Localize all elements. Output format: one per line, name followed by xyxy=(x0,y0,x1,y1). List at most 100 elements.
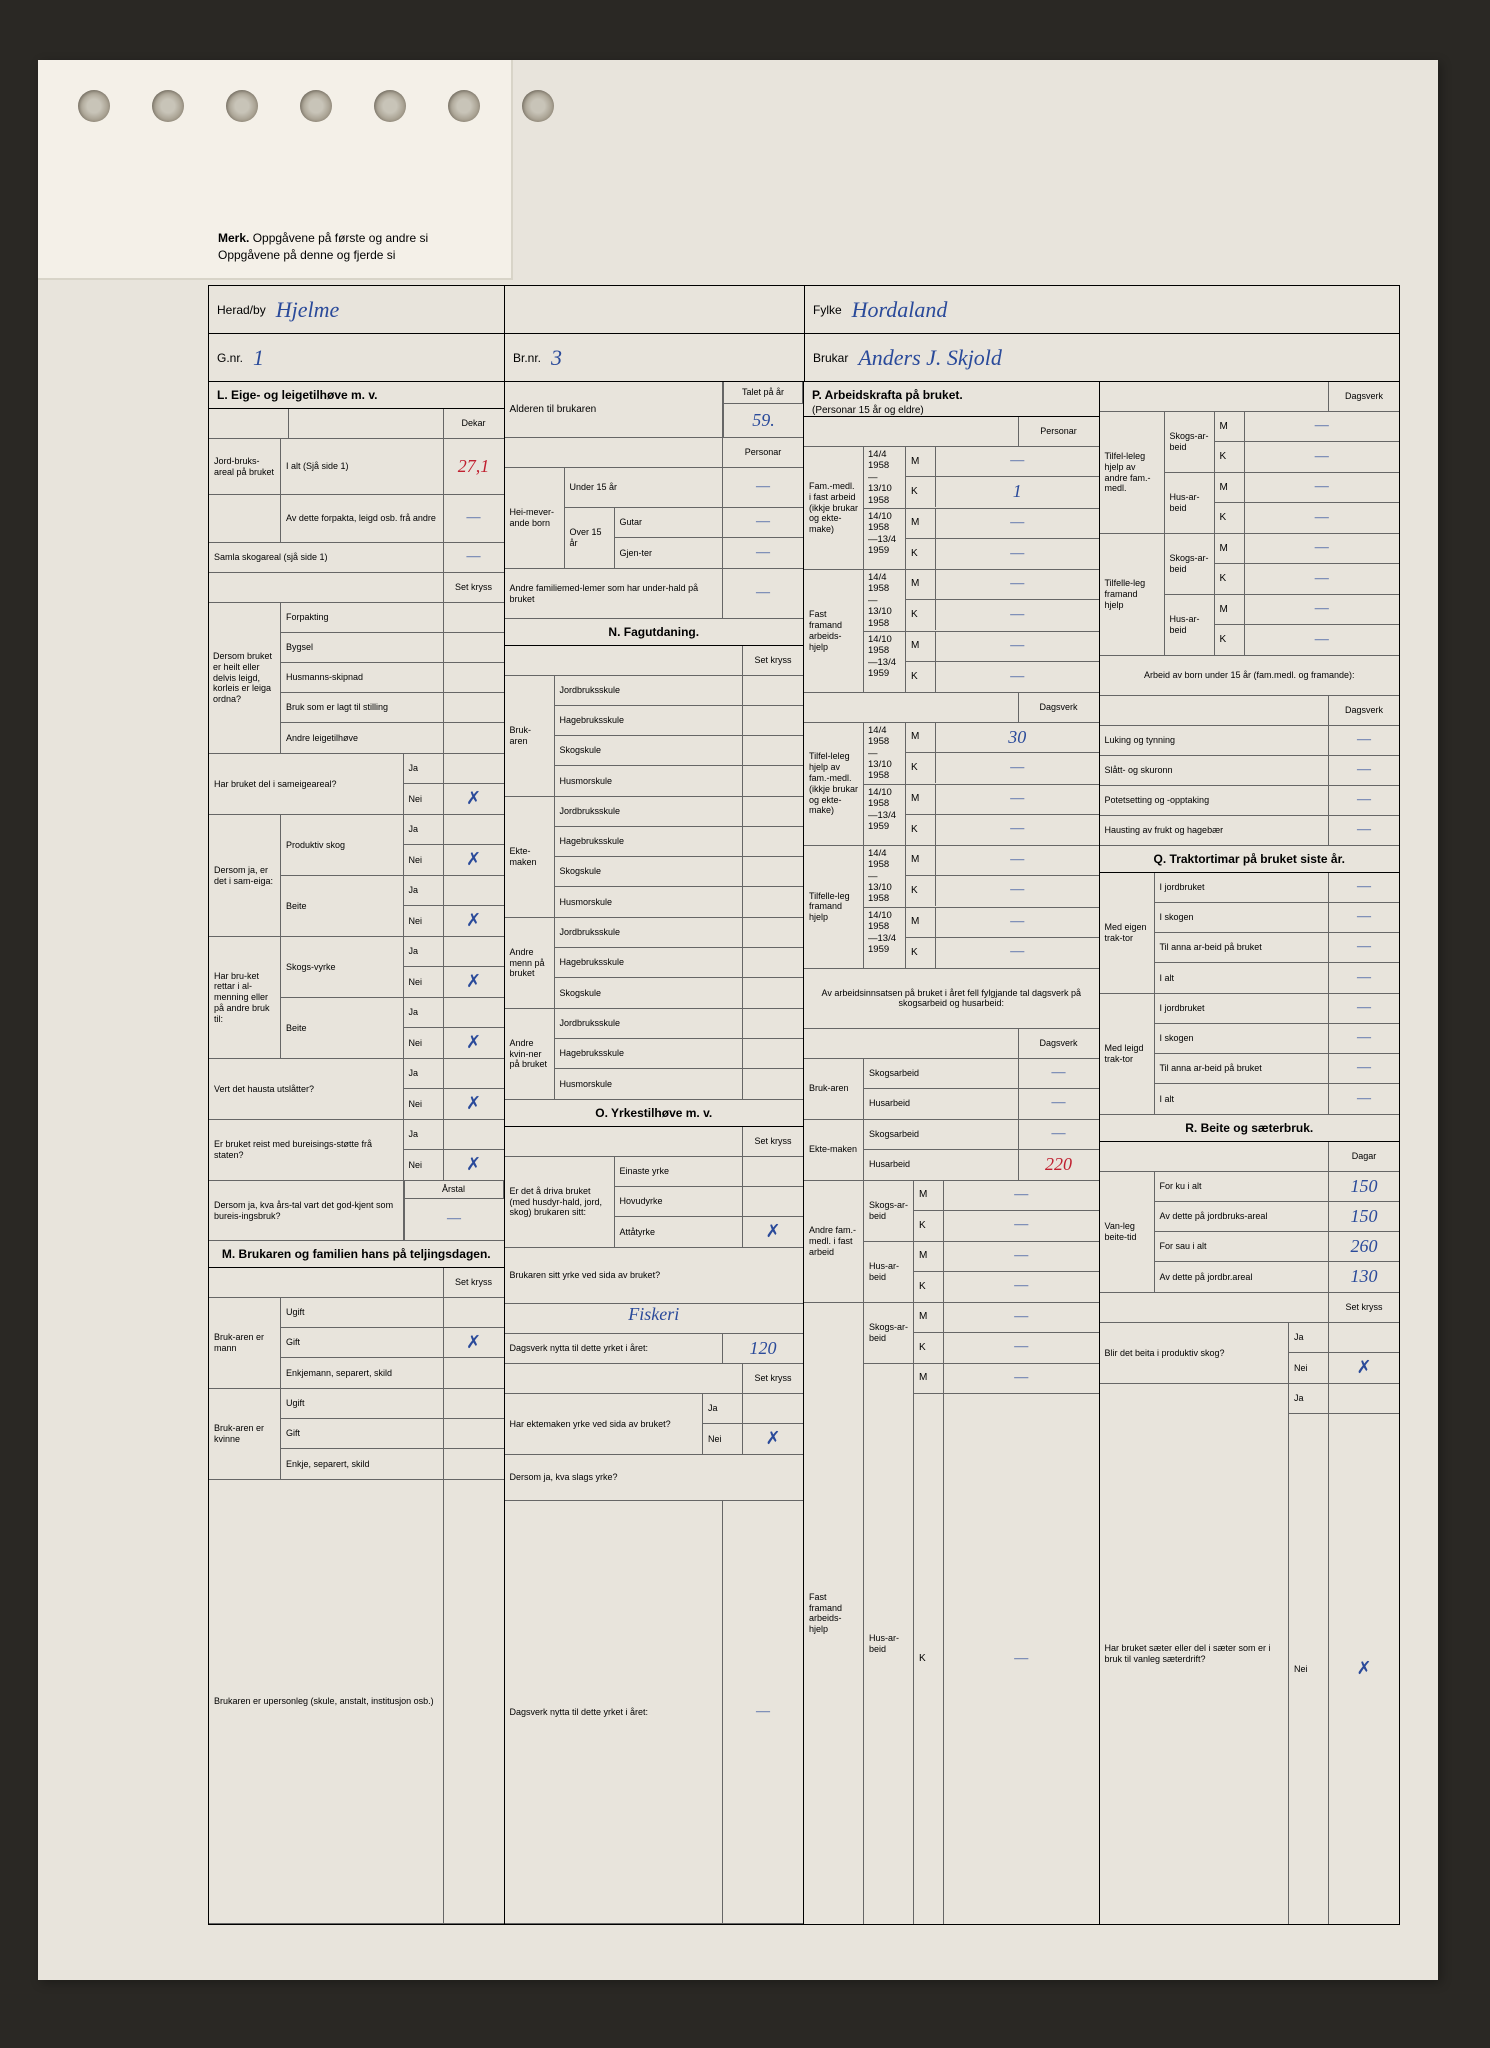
personar-label: Personar xyxy=(723,438,803,467)
potet-val xyxy=(1329,786,1399,815)
hausting-val xyxy=(1329,816,1399,845)
jord-ku-val: 150 xyxy=(1351,1206,1378,1228)
slatt-val xyxy=(1329,756,1399,785)
under15-val xyxy=(723,468,803,507)
dersom-label: Dersom bruket er heilt eller delvis leig… xyxy=(209,603,281,753)
enkje-k-val xyxy=(444,1449,504,1479)
fam-1958a-m xyxy=(936,447,1099,476)
ff-hus-k xyxy=(944,1394,1099,1924)
ku-val: 150 xyxy=(1351,1176,1378,1198)
ek-skog xyxy=(1019,1120,1099,1149)
gnr-value: 1 xyxy=(243,345,264,371)
arstal-label: Årstal xyxy=(405,1181,504,1199)
ta-skog-k xyxy=(1245,442,1400,472)
binder-hole xyxy=(448,90,480,122)
fr-1958b-m xyxy=(936,632,1099,661)
bureising-nei xyxy=(444,1150,504,1180)
fr-1958a-k xyxy=(936,600,1099,630)
beita-q: Blir det beita i produktiv skog? xyxy=(1100,1323,1290,1383)
gift-m-val xyxy=(444,1328,504,1357)
P-brukaren: Bruk-aren xyxy=(804,1059,864,1119)
hovud-label: Hovudyrke xyxy=(615,1187,744,1216)
beita-nei xyxy=(1329,1353,1399,1383)
gift-k-val xyxy=(444,1419,504,1448)
hausta-q: Vert det hausta utslåtter? xyxy=(209,1059,404,1119)
N-ektemaken: Ekte-maken xyxy=(505,797,555,917)
N-br-s2 xyxy=(743,706,803,735)
husmanns-value xyxy=(444,663,504,692)
arbeid-born-label: Arbeid av born under 15 år (fam.medl. og… xyxy=(1100,656,1400,695)
N-am-s1 xyxy=(743,918,803,947)
ta-hus-m xyxy=(1245,473,1400,502)
ei-skog xyxy=(1329,903,1399,932)
N-ek-s4 xyxy=(743,887,803,917)
slatt-label: Slått- og skuronn xyxy=(1100,756,1330,785)
andre-fam-val xyxy=(723,569,803,618)
alderen-val: 59. xyxy=(752,410,775,432)
P-ektemaken: Ekte-maken xyxy=(804,1120,864,1180)
jord-sau-label: Av dette på jordbr.areal xyxy=(1155,1262,1330,1292)
heime-label: Hei-mever-ande born xyxy=(505,468,565,568)
enkje-k: Enkje, separert, skild xyxy=(281,1449,444,1479)
tf2-hus-m xyxy=(1245,595,1400,624)
forpakting-label: Forpakting xyxy=(281,603,444,632)
bruk-mann-label: Bruk-aren er mann xyxy=(209,1298,281,1388)
N-am-s3 xyxy=(743,978,803,1008)
saeter-ja xyxy=(1329,1384,1399,1413)
med-leigd-label: Med leigd trak-tor xyxy=(1100,994,1155,1114)
saeter-q: Har bruket sæter eller del i sæter som e… xyxy=(1100,1384,1290,1924)
bygsel-label: Bygsel xyxy=(281,633,444,662)
med-eigen-label: Med eigen trak-tor xyxy=(1100,873,1155,993)
tilfel-fam-label: Tilfel-leleg hjelp av fam.-medl. (ikkje … xyxy=(804,723,864,845)
tfr-1958a-m xyxy=(936,846,1099,875)
tilfel-1958b-m xyxy=(936,785,1099,814)
andre-fam-label: Andre familiemed-lemer som har under-hal… xyxy=(505,569,724,618)
af-skog-k xyxy=(944,1211,1099,1241)
dagsverk-q: Dagsverk nytta til dette yrket i året: xyxy=(505,1334,724,1363)
jord-ku-label: Av dette på jordbruks-areal xyxy=(1155,1202,1330,1231)
brukar-label: Brukar xyxy=(813,351,848,365)
af-hus-k xyxy=(944,1272,1099,1302)
tfr-1958a-k xyxy=(936,876,1099,906)
hovud-val xyxy=(743,1187,803,1216)
ff-skog-k xyxy=(944,1333,1099,1363)
le-jord xyxy=(1329,994,1399,1023)
N-ek-s2 xyxy=(743,827,803,856)
N-ak-s2 xyxy=(743,1039,803,1068)
dagsverk2-q: Dagsverk nytta til dette yrket i året: xyxy=(505,1501,724,1923)
af-skog-m xyxy=(944,1181,1099,1210)
upersonleg: Brukaren er upersonleg (skule, anstalt, … xyxy=(209,1480,444,1923)
tilfel-1958a-m: 30 xyxy=(1008,727,1026,749)
retter-beite-nei xyxy=(444,1028,504,1058)
setkryss-O: Set kryss xyxy=(743,1127,803,1156)
tilfel-1958a-k xyxy=(936,753,1099,783)
section-R-title: R. Beite og sæterbruk. xyxy=(1100,1115,1400,1142)
gjenter-val xyxy=(723,538,803,568)
section-P-title: P. Arbeidskrafta på bruket.(Personar 15 … xyxy=(804,382,1099,417)
sida-q: Brukaren sitt yrke ved sida av bruket? xyxy=(505,1248,804,1303)
tfr-1958b-m xyxy=(936,908,1099,937)
sau-label: For sau i alt xyxy=(1155,1232,1330,1261)
hausta-nei xyxy=(444,1089,504,1119)
setkryss-label: Set kryss xyxy=(444,573,504,602)
stilling-value xyxy=(444,693,504,722)
attat-val xyxy=(743,1217,803,1247)
ja-label: Ja xyxy=(404,754,444,783)
tf2-hus-k xyxy=(1245,625,1400,655)
dagar-label: Dagar xyxy=(1329,1142,1399,1171)
section-L-title: L. Eige- og leigetilhøve m. v. xyxy=(209,382,504,409)
ekte-nei xyxy=(743,1424,803,1454)
ugift-m-val xyxy=(444,1298,504,1327)
jord-label: Jord-bruks-areal på bruket xyxy=(209,439,281,494)
beite-label: Beite xyxy=(281,876,404,936)
N-br-s4 xyxy=(743,766,803,796)
fr-1958a-m xyxy=(936,570,1099,599)
avdette-value xyxy=(444,495,504,542)
P-andre-fam: Andre fam.-medl. i fast arbeid xyxy=(804,1181,864,1302)
fylke-value: Hordaland xyxy=(842,297,948,323)
einaste-label: Einaste yrke xyxy=(615,1157,744,1186)
le-anna xyxy=(1329,1054,1399,1083)
retter-beite-ja xyxy=(444,998,504,1027)
fam-1958b-k xyxy=(936,539,1099,569)
nei-label: Nei xyxy=(404,784,444,814)
